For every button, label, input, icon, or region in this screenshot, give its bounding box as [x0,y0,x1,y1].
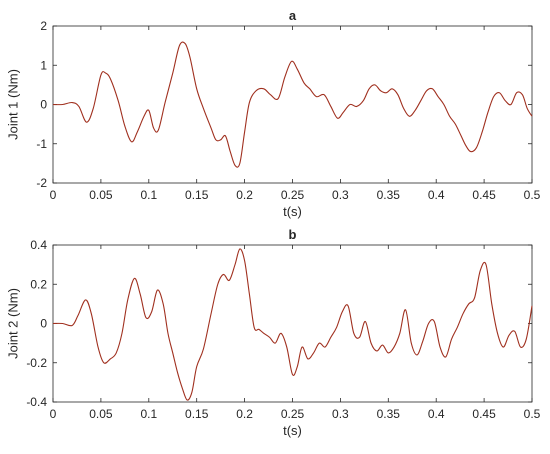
plot-frame [52,244,533,403]
x-tick-label: 0.35 [377,407,401,421]
x-tick-label: 0.15 [185,188,209,202]
x-tick-label: 0.5 [524,407,541,421]
x-tick-label: 0.4 [428,188,445,202]
x-tick-label: 0.3 [332,407,349,421]
x-tick-label: 0.2 [236,407,253,421]
x-tick-label: 0.05 [89,407,113,421]
y-tick-label: 2 [40,19,47,33]
y-tick-label: -0.4 [26,395,47,409]
x-tick-label: 0.1 [140,407,157,421]
x-tick-label: 0 [50,188,57,202]
x-tick-label: 0.4 [428,407,445,421]
x-tick-label: 0.45 [472,407,496,421]
y-tick-label: 0 [40,98,47,112]
x-tick-label: 0 [50,407,57,421]
series-line [52,248,533,401]
y-axis-label: Joint 2 (Nm) [5,288,20,359]
x-tick-label: 0.15 [185,407,209,421]
plot-frame [52,25,533,184]
series-line [52,41,533,168]
y-tick-label: 1 [40,58,47,72]
x-tick-label: 0.5 [524,188,541,202]
y-tick-label: 0 [40,317,47,331]
subplot-a: 0 0.05 0.1 0.15 0.2 0.25 0.3 0.35 0.4 0.45 0.5 -2 -1… [5,8,540,219]
y-tick-label: 0.4 [30,238,47,252]
x-tick-label: 0.2 [236,188,253,202]
y-axis-label: Joint 1 (Nm) [5,69,20,140]
y-tick-label: -0.2 [26,356,47,370]
chart-title: b [289,227,297,242]
x-tick-label: 0.25 [281,407,305,421]
x-tick-label: 0.25 [281,188,305,202]
x-tick-label: 0.05 [89,188,113,202]
chart-title: a [289,8,297,23]
x-tick-label: 0.35 [377,188,401,202]
x-tick-label: 0.45 [472,188,496,202]
y-tick-label: -1 [36,137,47,151]
subplot-b: 0 0.05 0.1 0.15 0.2 0.25 0.3 0.35 0.4 0.45 0.5 -0.4… [5,227,540,438]
y-tick-label: -2 [36,176,47,190]
x-tick-label: 0.3 [332,188,349,202]
y-tick-label: 0.2 [30,277,47,291]
x-axis-label: t(s) [283,423,302,438]
x-axis-label: t(s) [283,204,302,219]
x-tick-label: 0.1 [140,188,157,202]
